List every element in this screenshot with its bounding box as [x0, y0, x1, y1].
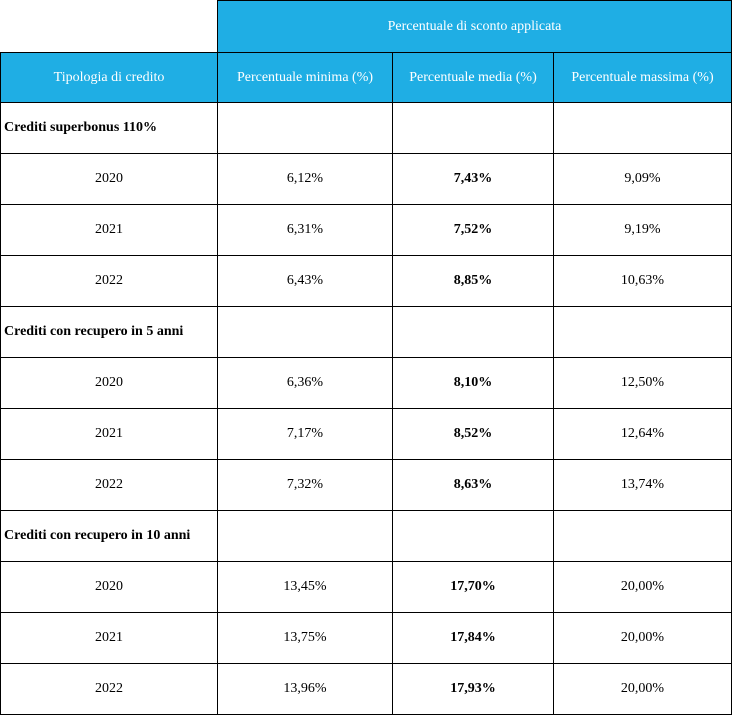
avg-cell: 7,43% [392, 153, 554, 205]
group-row: Crediti superbonus 110% [0, 102, 732, 154]
group-label: Crediti con recupero in 10 anni [0, 510, 218, 562]
avg-cell: 17,70% [392, 561, 554, 613]
avg-cell: 8,10% [392, 357, 554, 409]
avg-cell: 17,93% [392, 663, 554, 715]
header-span-title: Percentuale di sconto applicata [216, 0, 732, 53]
table-row: 2021 6,31% 7,52% 9,19% [0, 204, 732, 256]
table-row: 2020 6,36% 8,10% 12,50% [0, 357, 732, 409]
year-cell: 2020 [0, 357, 218, 409]
empty-cell [217, 510, 393, 562]
table-row: 2021 7,17% 8,52% 12,64% [0, 408, 732, 460]
min-cell: 7,32% [217, 459, 393, 511]
year-cell: 2022 [0, 459, 218, 511]
min-cell: 6,31% [217, 204, 393, 256]
year-cell: 2021 [0, 408, 218, 460]
table-row: 2022 6,43% 8,85% 10,63% [0, 255, 732, 307]
table-row: 2020 13,45% 17,70% 20,00% [0, 561, 732, 613]
empty-cell [552, 510, 732, 562]
table-row: 2021 13,75% 17,84% 20,00% [0, 612, 732, 664]
max-cell: 9,19% [552, 204, 732, 256]
max-cell: 9,09% [552, 153, 732, 205]
group-label: Crediti con recupero in 5 anni [0, 306, 218, 358]
empty-cell [392, 510, 554, 562]
max-cell: 20,00% [552, 561, 732, 613]
header-minima: Percentuale minima (%) [217, 52, 393, 103]
max-cell: 10,63% [552, 255, 732, 307]
header-blank-cell [0, 0, 218, 53]
max-cell: 13,74% [552, 459, 732, 511]
year-cell: 2021 [0, 612, 218, 664]
year-cell: 2020 [0, 561, 218, 613]
empty-cell [217, 306, 393, 358]
year-cell: 2022 [0, 255, 218, 307]
min-cell: 13,96% [217, 663, 393, 715]
avg-cell: 7,52% [392, 204, 554, 256]
min-cell: 6,36% [217, 357, 393, 409]
empty-cell [392, 306, 554, 358]
empty-cell [217, 102, 393, 154]
min-cell: 13,45% [217, 561, 393, 613]
empty-cell [552, 306, 732, 358]
avg-cell: 17,84% [392, 612, 554, 664]
max-cell: 12,50% [552, 357, 732, 409]
header-media: Percentuale media (%) [392, 52, 554, 103]
group-row: Crediti con recupero in 5 anni [0, 306, 732, 358]
avg-cell: 8,52% [392, 408, 554, 460]
min-cell: 13,75% [217, 612, 393, 664]
table-row: 2020 6,12% 7,43% 9,09% [0, 153, 732, 205]
avg-cell: 8,63% [392, 459, 554, 511]
year-cell: 2021 [0, 204, 218, 256]
group-label: Crediti superbonus 110% [0, 102, 218, 154]
avg-cell: 8,85% [392, 255, 554, 307]
header-tipologia: Tipologia di credito [0, 52, 218, 103]
group-row: Crediti con recupero in 10 anni [0, 510, 732, 562]
min-cell: 7,17% [217, 408, 393, 460]
year-cell: 2022 [0, 663, 218, 715]
min-cell: 6,12% [217, 153, 393, 205]
max-cell: 20,00% [552, 612, 732, 664]
min-cell: 6,43% [217, 255, 393, 307]
year-cell: 2020 [0, 153, 218, 205]
max-cell: 20,00% [552, 663, 732, 715]
empty-cell [392, 102, 554, 154]
header-massima: Percentuale massima (%) [552, 52, 732, 103]
max-cell: 12,64% [552, 408, 732, 460]
table-row: 2022 13,96% 17,93% 20,00% [0, 663, 732, 715]
empty-cell [552, 102, 732, 154]
table-row: 2022 7,32% 8,63% 13,74% [0, 459, 732, 511]
